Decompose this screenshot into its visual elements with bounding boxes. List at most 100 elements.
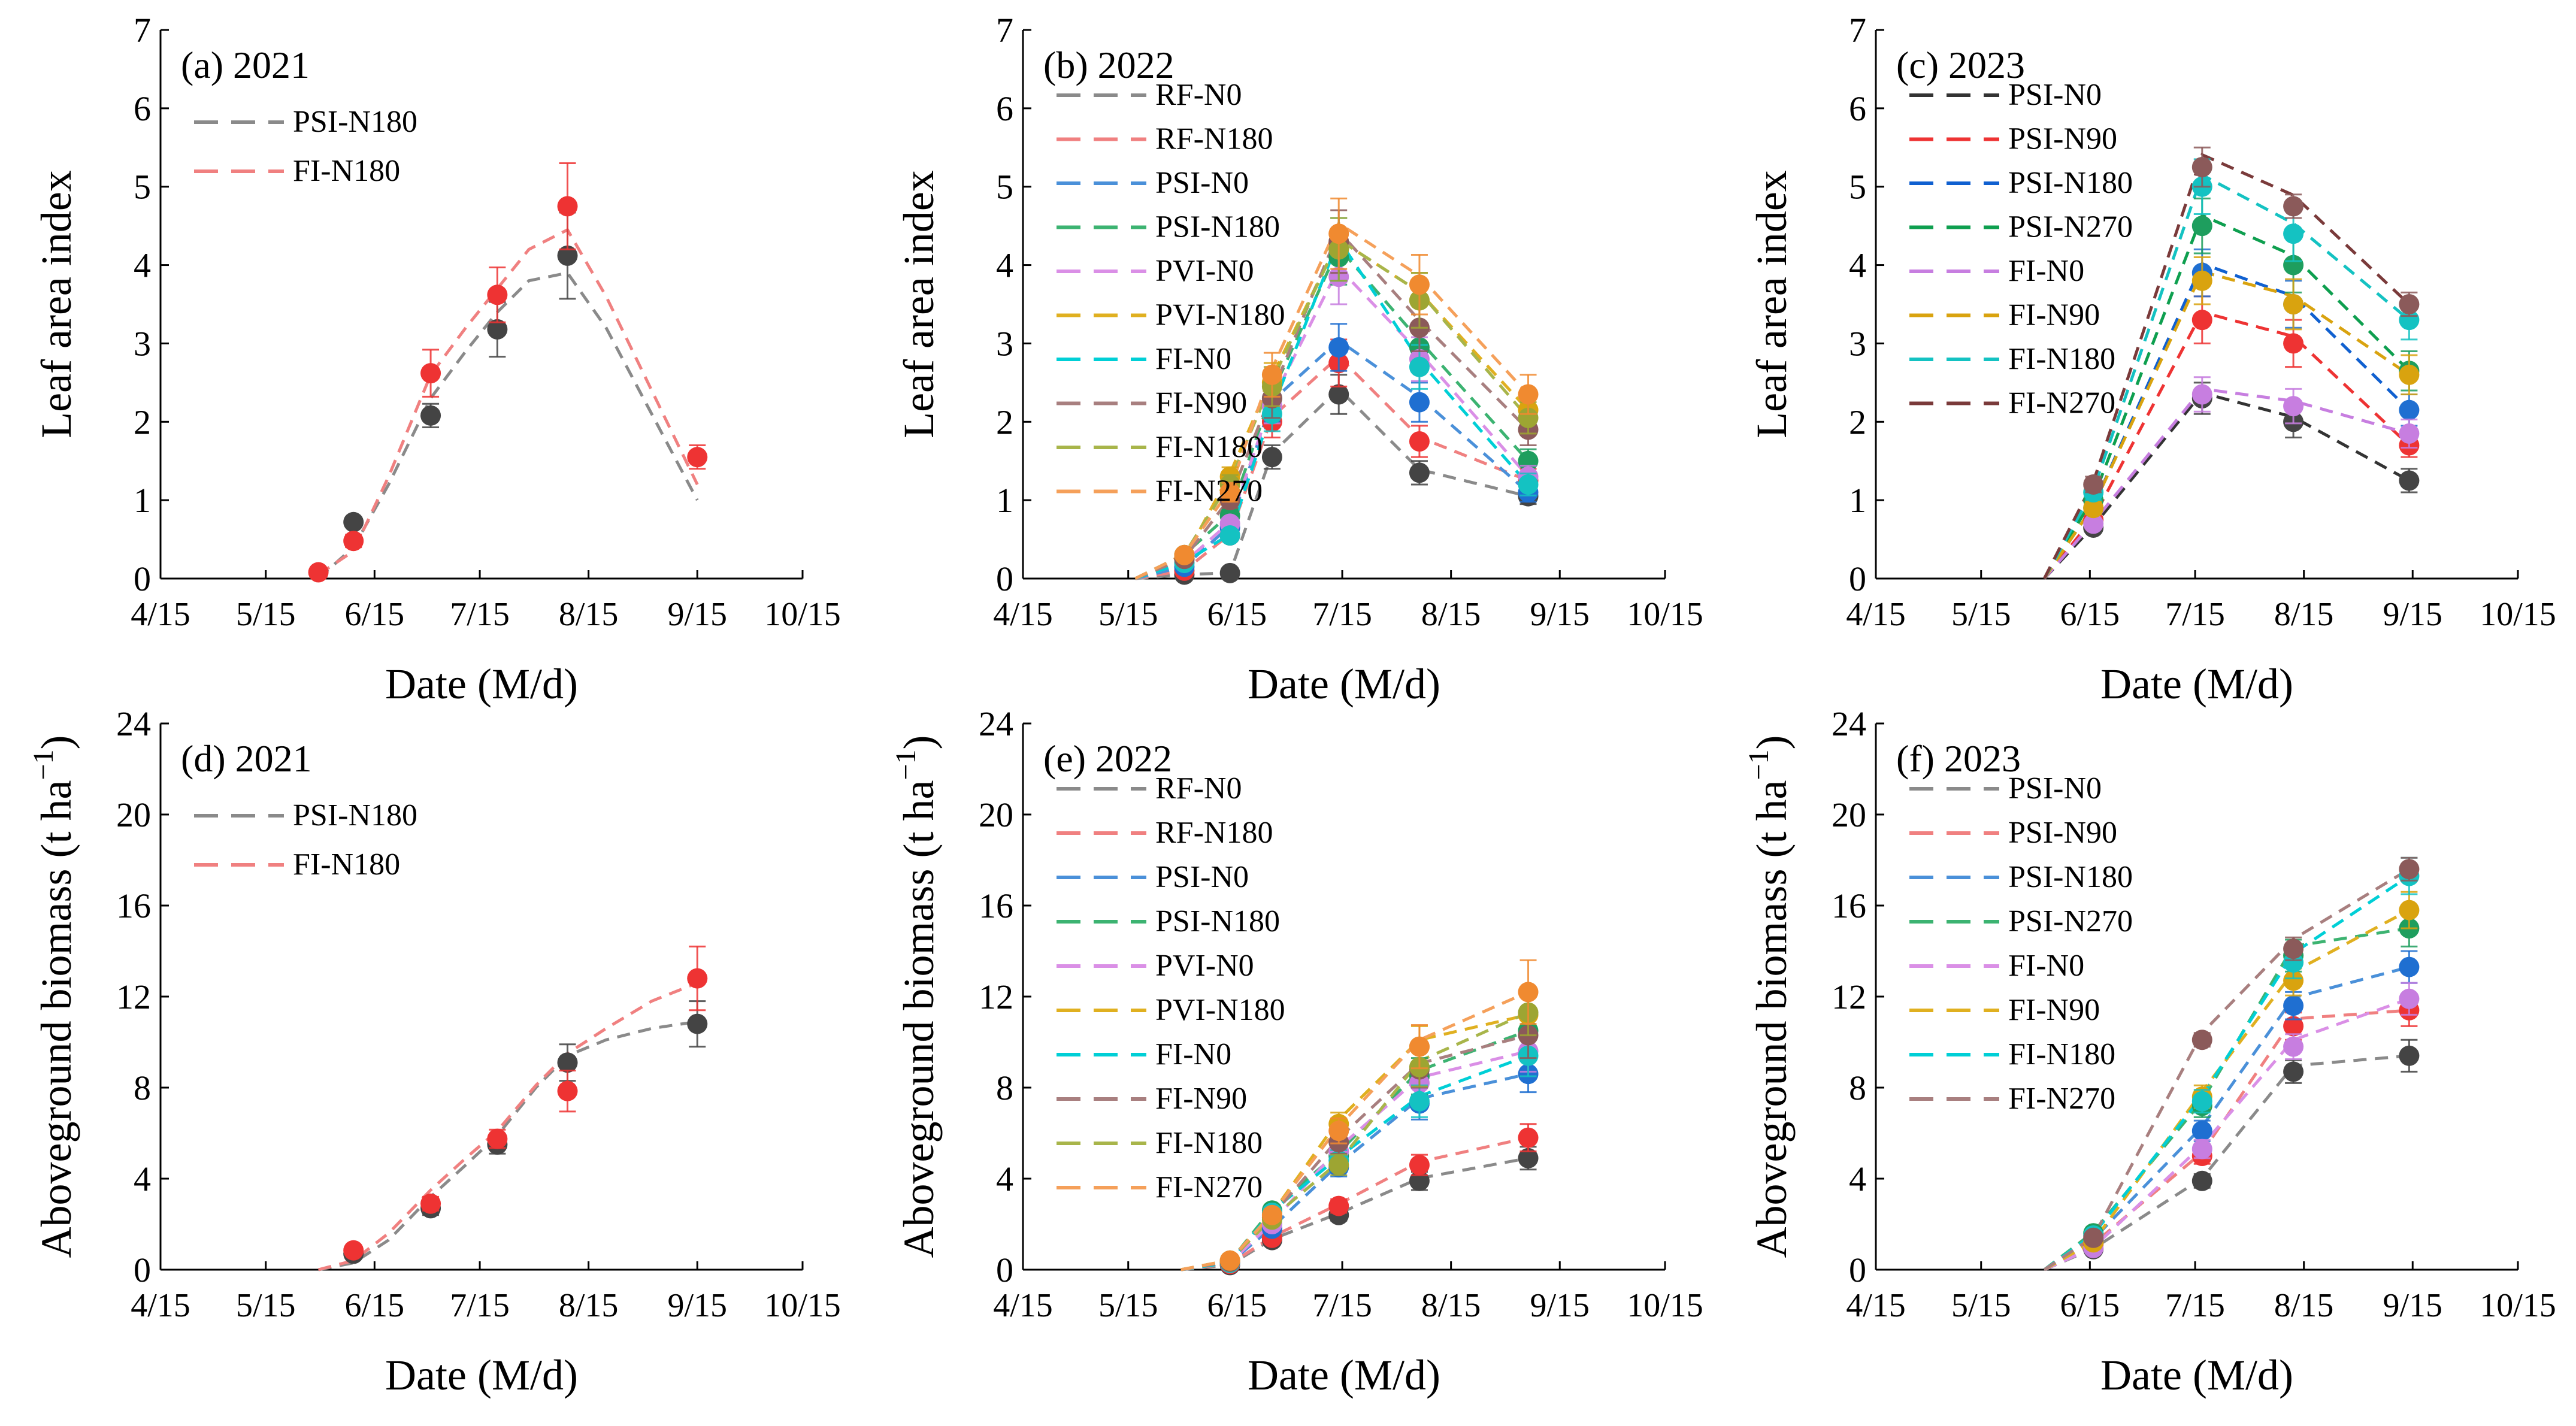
data-point-psi-n180 bbox=[487, 319, 508, 340]
data-point-psi-n180 bbox=[343, 511, 364, 532]
legend-label: PVI-N180 bbox=[1155, 993, 1285, 1027]
x-tick-label: 9/15 bbox=[2383, 596, 2442, 633]
x-tick-label: 7/15 bbox=[450, 1287, 510, 1324]
data-point-rf-n0 bbox=[1328, 384, 1349, 405]
x-tick-label: 10/15 bbox=[764, 1287, 841, 1324]
y-tick-label: 3 bbox=[996, 324, 1013, 363]
data-point-fi-n270 bbox=[1409, 1036, 1430, 1057]
data-point-fi-n0 bbox=[2399, 988, 2420, 1009]
x-axis-label: Date (M/d) bbox=[2100, 660, 2293, 708]
legend-label: PSI-N0 bbox=[1155, 860, 1249, 894]
data-point-fi-n180 bbox=[687, 447, 708, 468]
legend-label: FI-N270 bbox=[1155, 474, 1263, 508]
data-point-fi-n180 bbox=[487, 1128, 508, 1149]
x-tick-label: 5/15 bbox=[1951, 596, 2011, 633]
x-tick-label: 10/15 bbox=[1627, 596, 1703, 633]
x-tick-label: 5/15 bbox=[1098, 1287, 1158, 1324]
series-line-psi-n180 bbox=[1180, 1029, 1529, 1271]
data-point-rf-n180 bbox=[1518, 1127, 1539, 1148]
x-tick-label: 8/15 bbox=[2274, 596, 2334, 633]
x-tick-label: 10/15 bbox=[2480, 596, 2556, 633]
data-point-fi-n90 bbox=[2399, 900, 2420, 921]
x-tick-label: 6/15 bbox=[345, 596, 405, 633]
panel-b-lai-2022: 0 1 2 3 4 5 6 7 4/15 5/15 6/15 7/15 8/15 9/15 10/15 Dat… bbox=[895, 11, 1703, 708]
y-axis-label-close: ) bbox=[1748, 735, 1796, 750]
data-point-fi-n270 bbox=[1328, 1121, 1349, 1142]
x-axis-label: Date (M/d) bbox=[385, 1351, 578, 1399]
y-axis-label-main: Aboveground biomass (t ha bbox=[32, 780, 80, 1258]
series-line-fi-n0 bbox=[1180, 1054, 1529, 1271]
x-tick-label: 7/15 bbox=[1312, 1287, 1372, 1324]
data-point-fi-n90 bbox=[2283, 970, 2304, 991]
data-point-fi-n180 bbox=[343, 531, 364, 552]
legend-label: RF-N0 bbox=[1155, 771, 1242, 806]
legend-label: PSI-N90 bbox=[2008, 816, 2117, 850]
y-tick-label: 8 bbox=[996, 1068, 1013, 1107]
panel-title: (a) 2021 bbox=[181, 44, 310, 86]
y-tick-label: 7 bbox=[1849, 11, 1866, 50]
data-point-fi-n270 bbox=[1261, 1204, 1282, 1225]
y-axis-label: Aboveground biomass (t ha−1) bbox=[890, 735, 943, 1258]
legend-label: FI-N180 bbox=[2008, 1037, 2115, 1071]
data-point-rf-n0 bbox=[1261, 447, 1282, 468]
data-point-fi-n270 bbox=[2399, 294, 2420, 314]
y-axis-label-main: Aboveground biomass (t ha bbox=[1748, 780, 1796, 1258]
data-point-psi-n180 bbox=[2399, 399, 2420, 420]
legend-label: PSI-N180 bbox=[293, 105, 417, 139]
x-tick-label: 9/15 bbox=[2383, 1287, 2442, 1324]
x-tick-label: 8/15 bbox=[559, 596, 619, 633]
x-tick-label: 6/15 bbox=[2060, 596, 2120, 633]
data-point-psi-n270 bbox=[2191, 216, 2212, 237]
x-tick-label: 8/15 bbox=[1421, 1287, 1481, 1324]
y-axis-label: Leaf area index bbox=[32, 170, 80, 438]
y-tick-label: 4 bbox=[134, 246, 151, 285]
y-tick-label: 24 bbox=[116, 704, 151, 743]
data-point-rf-n0 bbox=[1409, 462, 1430, 483]
data-point-fi-n90 bbox=[2399, 364, 2420, 385]
data-point-fi-n180 bbox=[557, 1080, 578, 1101]
legend-label: FI-N90 bbox=[2008, 298, 2100, 332]
x-tick-label: 10/15 bbox=[2480, 1287, 2556, 1324]
legend-label: FI-N90 bbox=[2008, 993, 2100, 1027]
x-tick-label: 8/15 bbox=[2274, 1287, 2334, 1324]
series-line-psi-n180 bbox=[2043, 965, 2410, 1271]
data-point-fi-n270 bbox=[2283, 196, 2304, 217]
data-point-fi-n180 bbox=[487, 284, 508, 305]
legend-label: FI-N90 bbox=[1155, 386, 1247, 420]
x-tick-label: 6/15 bbox=[1207, 1287, 1267, 1324]
y-axis-label-superscript: −1 bbox=[890, 750, 922, 780]
data-point-fi-n0 bbox=[1518, 474, 1539, 495]
y-tick-label: 2 bbox=[996, 402, 1013, 441]
y-tick-label: 4 bbox=[996, 1159, 1013, 1198]
x-tick-label: 8/15 bbox=[1421, 596, 1481, 633]
y-tick-label: 0 bbox=[134, 559, 151, 598]
legend-label: RF-N180 bbox=[1155, 122, 1273, 156]
data-point-rf-n180 bbox=[1409, 431, 1430, 452]
y-axis-label-close: ) bbox=[32, 735, 80, 750]
x-tick-label: 4/15 bbox=[131, 1287, 190, 1324]
data-point-fi-n0 bbox=[2191, 384, 2212, 405]
series-line-psi-n180 bbox=[317, 271, 699, 580]
y-tick-label: 12 bbox=[116, 977, 151, 1016]
x-tick-label: 9/15 bbox=[667, 1287, 727, 1324]
legend-label: PSI-N180 bbox=[2008, 166, 2133, 200]
series-line-psi-n180 bbox=[318, 1020, 698, 1271]
x-axis-label: Date (M/d) bbox=[2100, 1351, 2293, 1399]
y-axis-label-main: Aboveground biomass (t ha bbox=[895, 780, 943, 1258]
x-tick-label: 9/15 bbox=[667, 596, 727, 633]
x-tick-label: 4/15 bbox=[1846, 1287, 1906, 1324]
data-point-psi-n0 bbox=[2283, 1061, 2304, 1082]
y-tick-label: 16 bbox=[979, 886, 1013, 925]
x-axis-label: Date (M/d) bbox=[1248, 660, 1440, 708]
data-point-rf-n0 bbox=[1219, 562, 1240, 583]
y-tick-label: 16 bbox=[1832, 886, 1866, 925]
y-tick-label: 12 bbox=[979, 977, 1013, 1016]
x-tick-label: 5/15 bbox=[236, 1287, 296, 1324]
data-point-fi-n180 bbox=[420, 363, 441, 384]
y-tick-label: 6 bbox=[996, 89, 1013, 128]
legend-label: PSI-N180 bbox=[2008, 860, 2133, 894]
series-line-rf-n180 bbox=[1180, 1136, 1529, 1271]
data-point-fi-n180 bbox=[1328, 1155, 1349, 1176]
y-tick-label: 2 bbox=[134, 402, 151, 441]
